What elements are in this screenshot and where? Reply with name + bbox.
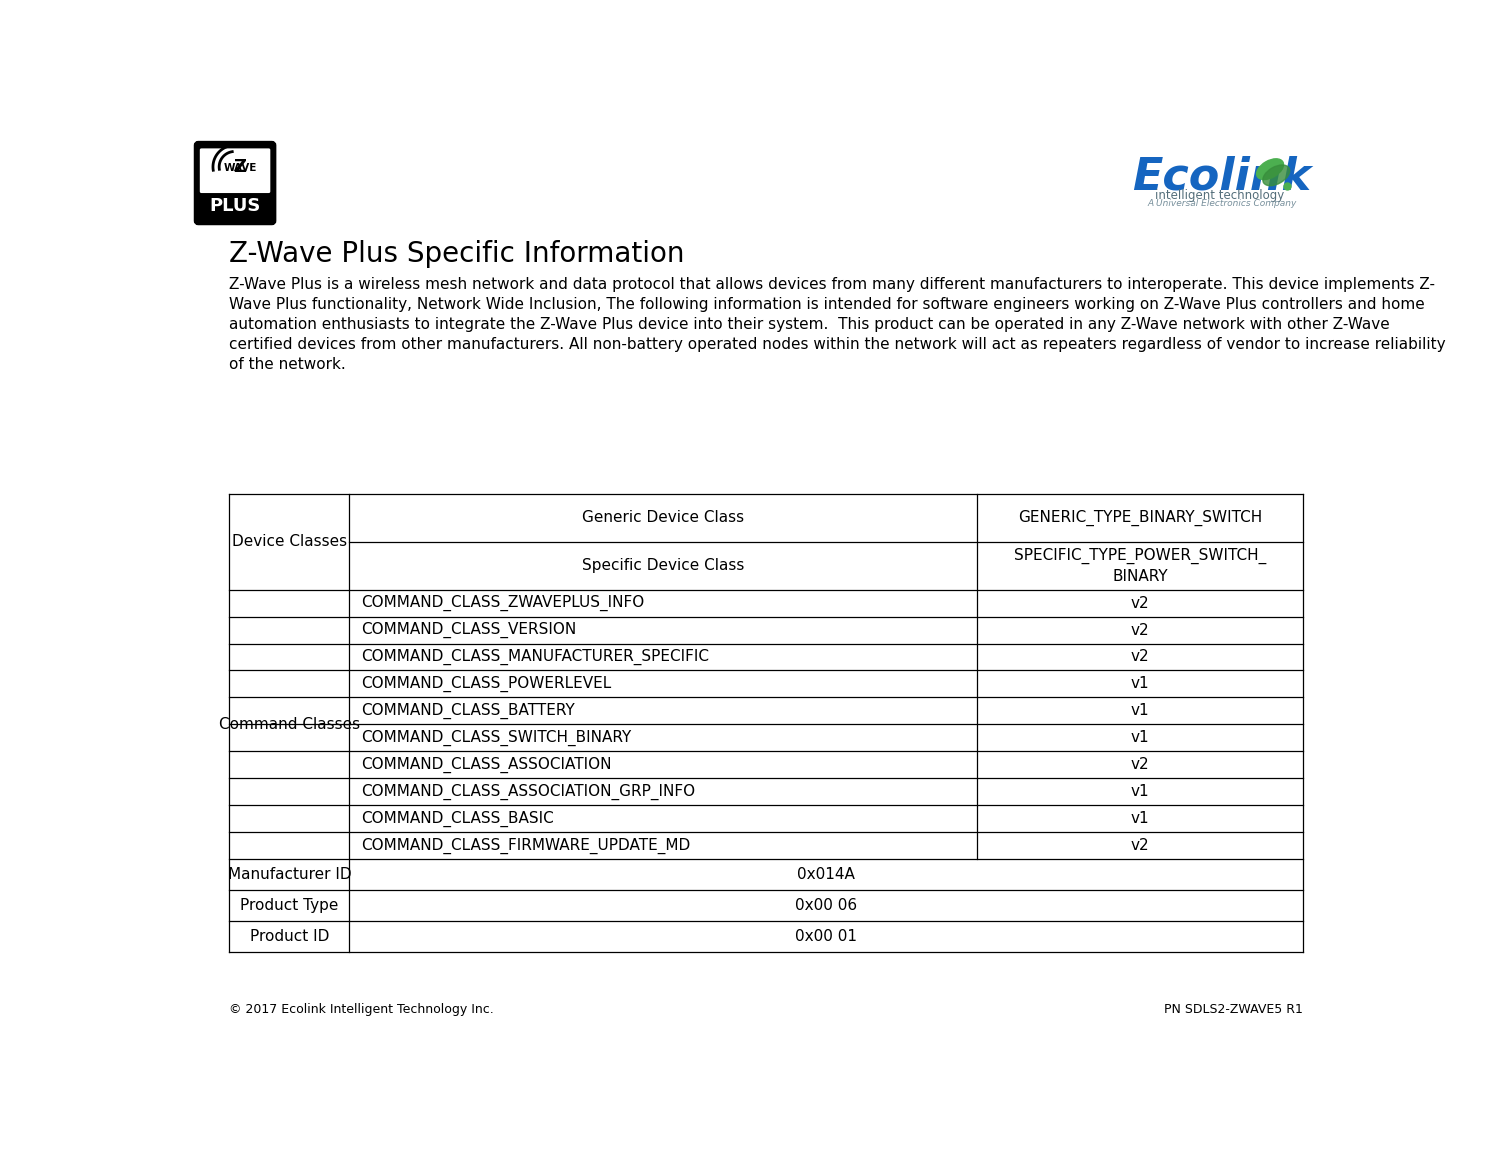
Text: intelligent technology: intelligent technology bbox=[1156, 189, 1284, 202]
Text: 0x00 06: 0x00 06 bbox=[794, 898, 857, 913]
Text: v2: v2 bbox=[1130, 596, 1150, 611]
Text: COMMAND_CLASS_POWERLEVEL: COMMAND_CLASS_POWERLEVEL bbox=[361, 676, 611, 693]
Text: GENERIC_TYPE_BINARY_SWITCH: GENERIC_TYPE_BINARY_SWITCH bbox=[1018, 510, 1262, 526]
Text: Command Classes: Command Classes bbox=[219, 717, 360, 732]
Text: COMMAND_CLASS_BATTERY: COMMAND_CLASS_BATTERY bbox=[361, 703, 575, 719]
Text: COMMAND_CLASS_FIRMWARE_UPDATE_MD: COMMAND_CLASS_FIRMWARE_UPDATE_MD bbox=[361, 837, 690, 854]
Text: v2: v2 bbox=[1130, 838, 1150, 854]
Text: Device Classes: Device Classes bbox=[231, 534, 346, 549]
Text: of the network.: of the network. bbox=[230, 357, 346, 372]
Ellipse shape bbox=[1263, 164, 1290, 185]
Text: A Universal Electronics Company: A Universal Electronics Company bbox=[1148, 199, 1297, 209]
Text: Wave Plus functionality, Network Wide Inclusion, The following information is in: Wave Plus functionality, Network Wide In… bbox=[230, 297, 1424, 312]
Text: v1: v1 bbox=[1130, 676, 1150, 691]
Text: Z: Z bbox=[233, 157, 246, 176]
Text: COMMAND_CLASS_ASSOCIATION_GRP_INFO: COMMAND_CLASS_ASSOCIATION_GRP_INFO bbox=[361, 784, 696, 800]
Text: v1: v1 bbox=[1130, 730, 1150, 745]
Text: PN SDLS2-ZWAVE5 R1: PN SDLS2-ZWAVE5 R1 bbox=[1163, 1003, 1302, 1017]
Text: automation enthusiasts to integrate the Z-Wave Plus device into their system.  T: automation enthusiasts to integrate the … bbox=[230, 317, 1390, 332]
Text: v2: v2 bbox=[1130, 757, 1150, 772]
Text: COMMAND_CLASS_MANUFACTURER_SPECIFIC: COMMAND_CLASS_MANUFACTURER_SPECIFIC bbox=[361, 648, 709, 665]
Ellipse shape bbox=[1257, 159, 1284, 180]
Text: SPECIFIC_TYPE_POWER_SWITCH_
BINARY: SPECIFIC_TYPE_POWER_SWITCH_ BINARY bbox=[1014, 548, 1266, 584]
Text: WAVE: WAVE bbox=[224, 162, 258, 173]
FancyBboxPatch shape bbox=[200, 148, 270, 194]
Text: v1: v1 bbox=[1130, 703, 1150, 718]
Text: v1: v1 bbox=[1130, 812, 1150, 827]
Text: v1: v1 bbox=[1130, 785, 1150, 799]
Text: Product ID: Product ID bbox=[249, 928, 328, 943]
Text: Ecolink: Ecolink bbox=[1132, 155, 1311, 198]
Text: COMMAND_CLASS_SWITCH_BINARY: COMMAND_CLASS_SWITCH_BINARY bbox=[361, 730, 632, 746]
Text: COMMAND_CLASS_ZWAVEPLUS_INFO: COMMAND_CLASS_ZWAVEPLUS_INFO bbox=[361, 595, 645, 611]
Text: 0x014A: 0x014A bbox=[797, 868, 855, 881]
Text: Manufacturer ID: Manufacturer ID bbox=[227, 868, 351, 881]
FancyBboxPatch shape bbox=[196, 142, 275, 224]
Text: COMMAND_CLASS_VERSION: COMMAND_CLASS_VERSION bbox=[361, 621, 576, 638]
Text: certified devices from other manufacturers. All non-battery operated nodes withi: certified devices from other manufacture… bbox=[230, 337, 1445, 352]
Text: Generic Device Class: Generic Device Class bbox=[582, 511, 745, 526]
Circle shape bbox=[219, 152, 251, 182]
Text: Z-Wave Plus Specific Information: Z-Wave Plus Specific Information bbox=[230, 240, 685, 268]
Text: v2: v2 bbox=[1130, 649, 1150, 665]
Text: Product Type: Product Type bbox=[240, 898, 339, 913]
Text: Specific Device Class: Specific Device Class bbox=[582, 559, 745, 574]
Text: COMMAND_CLASS_BASIC: COMMAND_CLASS_BASIC bbox=[361, 810, 554, 827]
Text: COMMAND_CLASS_ASSOCIATION: COMMAND_CLASS_ASSOCIATION bbox=[361, 757, 612, 773]
Text: Z-Wave Plus is a wireless mesh network and data protocol that allows devices fro: Z-Wave Plus is a wireless mesh network a… bbox=[230, 278, 1435, 292]
Text: © 2017 Ecolink Intelligent Technology Inc.: © 2017 Ecolink Intelligent Technology In… bbox=[230, 1003, 494, 1017]
Text: PLUS: PLUS bbox=[209, 197, 260, 216]
Text: 0x00 01: 0x00 01 bbox=[794, 928, 857, 943]
Text: v2: v2 bbox=[1130, 623, 1150, 638]
